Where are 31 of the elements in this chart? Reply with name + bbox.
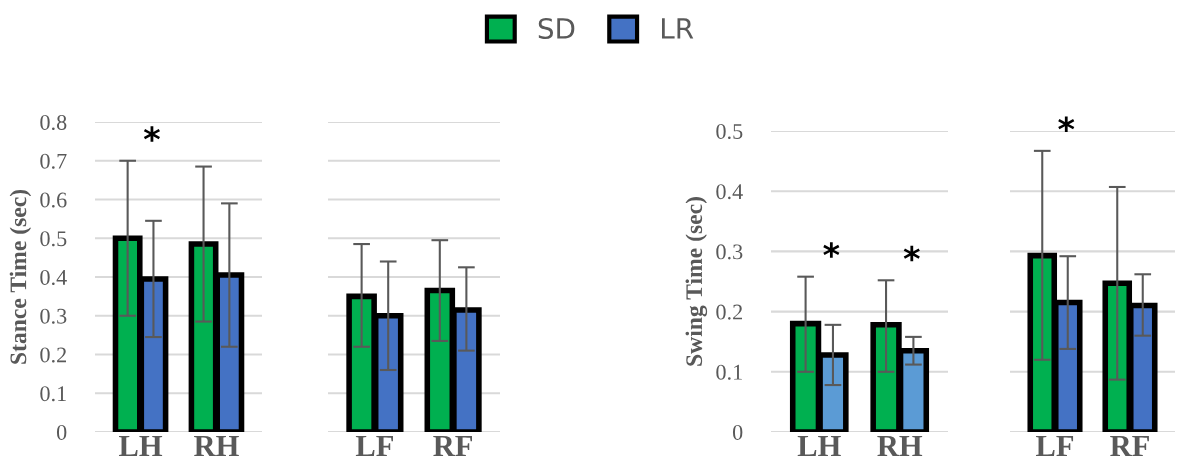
x-tick-label: LH bbox=[797, 435, 841, 456]
y-tick-label: 0.5 bbox=[716, 123, 743, 140]
y-tick-label: 0.1 bbox=[40, 386, 66, 402]
y-tick-label: 0.1 bbox=[716, 364, 742, 380]
y-tick-label: 0.4 bbox=[716, 184, 743, 200]
y-tick-label: 0.3 bbox=[716, 244, 743, 260]
y-axis-title: Stance Time (sec) bbox=[9, 189, 32, 364]
annotation: * bbox=[823, 242, 840, 258]
y-tick-label: 0.2 bbox=[40, 347, 66, 363]
x-tick-label: LF bbox=[1036, 435, 1074, 456]
y-tick-label: 0 bbox=[56, 424, 67, 440]
y-tick-label: 0.5 bbox=[40, 231, 67, 247]
x-tick-label: RF bbox=[433, 435, 472, 456]
legend-label: SD bbox=[538, 17, 575, 40]
annotation: * bbox=[143, 126, 160, 142]
y-tick-label: 0.4 bbox=[40, 269, 67, 286]
x-tick-label: RH bbox=[877, 435, 923, 456]
x-tick-label: LH bbox=[118, 435, 163, 456]
y-tick-label: 0 bbox=[732, 424, 743, 440]
y-tick-label: 0.2 bbox=[716, 304, 742, 320]
y-tick-label: 0.7 bbox=[40, 153, 67, 169]
y-tick-label: 0.3 bbox=[40, 308, 67, 324]
x-tick-label: RH bbox=[194, 435, 239, 456]
y-tick-label: 0.6 bbox=[40, 192, 67, 208]
x-tick-label: LF bbox=[355, 435, 393, 456]
legend-label: LR bbox=[662, 18, 694, 39]
annotation: * bbox=[903, 245, 920, 262]
annotation: * bbox=[1058, 116, 1075, 132]
y-axis-title: Swing Time (sec) bbox=[685, 197, 708, 366]
y-tick-label: 0.8 bbox=[40, 114, 67, 131]
x-tick-label: RF bbox=[1110, 435, 1149, 456]
